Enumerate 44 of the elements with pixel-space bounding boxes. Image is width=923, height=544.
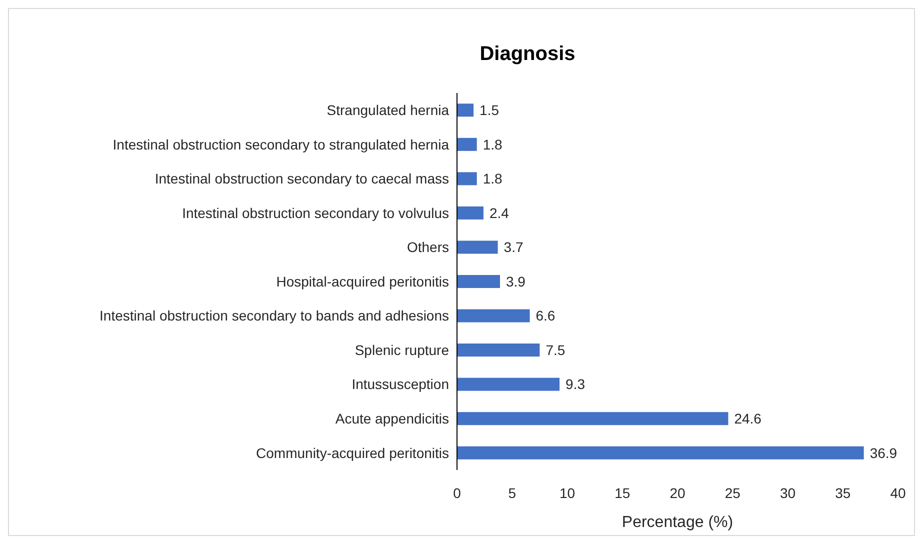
x-tick-label: 40 xyxy=(890,485,906,501)
data-label: 1.8 xyxy=(482,170,503,187)
y-tick-label: Intestinal obstruction secondary to caecal mass xyxy=(154,170,449,187)
data-label: 9.3 xyxy=(566,376,586,392)
y-tick-label: Intestinal obstruction secondary to bands and adhesions xyxy=(100,308,449,324)
x-tick-label: 5 xyxy=(508,485,516,501)
bar xyxy=(457,240,498,254)
bar xyxy=(457,309,530,322)
y-tick-label: Others xyxy=(406,239,449,256)
data-label: 2.4 xyxy=(489,204,510,221)
bar xyxy=(457,344,540,357)
y-tick-label: Strangulated hernia xyxy=(326,102,450,118)
bar xyxy=(457,172,477,186)
chart-title: Diagnosis xyxy=(480,43,576,65)
y-tick-label: Intestinal obstruction secondary to strangulated hernia xyxy=(112,136,450,152)
y-tick-label: Intussusception xyxy=(352,376,449,392)
bar xyxy=(457,206,484,220)
bar xyxy=(457,412,728,426)
x-tick-label: 0 xyxy=(453,485,462,501)
y-tick-label: Community-acquired peritonitis xyxy=(256,444,449,461)
x-axis-title: Percentage (%) xyxy=(622,514,734,531)
bar xyxy=(457,138,477,151)
y-tick-label: Splenic rupture xyxy=(354,342,450,358)
data-label: 7.5 xyxy=(546,342,566,358)
x-tick-label: 10 xyxy=(559,485,576,501)
y-tick-label: Intestinal obstruction secondary to volvulus xyxy=(182,204,449,221)
y-tick-label: Acute appendicitis xyxy=(335,410,449,426)
data-label: 3.9 xyxy=(506,273,526,290)
y-tick-label: Hospital-acquired peritonitis xyxy=(276,273,449,290)
data-label: 36.9 xyxy=(870,444,898,461)
data-label: 1.8 xyxy=(482,136,503,152)
data-label: 6.6 xyxy=(536,308,556,324)
x-tick-label: 15 xyxy=(614,485,630,501)
bar xyxy=(457,104,474,117)
data-label: 3.7 xyxy=(504,239,524,256)
x-tick-label: 25 xyxy=(724,485,741,501)
bar xyxy=(457,378,560,391)
data-label: 24.6 xyxy=(734,410,762,426)
x-tick-label: 35 xyxy=(835,485,851,501)
bar xyxy=(457,446,864,460)
x-tick-label: 30 xyxy=(780,485,796,501)
x-tick-label: 20 xyxy=(670,485,686,501)
data-label: 1.5 xyxy=(480,102,500,118)
bar xyxy=(457,274,500,288)
